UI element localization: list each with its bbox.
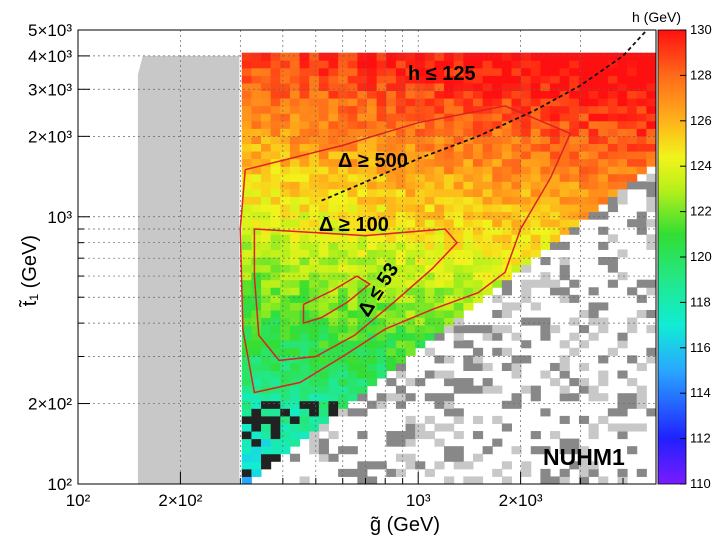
y-tick-label-5: 4×10³ — [28, 47, 72, 66]
colorbar-tick-5: 120 — [690, 249, 712, 264]
annotation-delta-ge-500: Δ ≥ 500 — [338, 150, 408, 172]
x-tick-label-3: 2×10³ — [499, 491, 543, 510]
colorbar-tick-6: 122 — [690, 204, 712, 219]
grey-region — [137, 55, 240, 484]
colorbar-tick-3: 116 — [690, 340, 711, 355]
contour-3 — [321, 30, 648, 202]
y-tick-label-0: 10² — [47, 475, 72, 494]
annotation-nuhm1: NUHM1 — [543, 444, 625, 470]
y-tick-label-1: 2×10² — [28, 395, 72, 414]
contour-1 — [253, 228, 459, 362]
y-tick-label-6: 5×10³ — [28, 21, 72, 40]
colorbar-label: h (GeV) — [632, 9, 681, 25]
x-tick-label-1: 2×10² — [158, 491, 202, 510]
heatmap-cells — [137, 52, 656, 484]
grid-lines — [78, 30, 656, 484]
contour-2 — [302, 275, 371, 325]
x-axis-title: g̃ (GeV) — [370, 514, 440, 536]
x-tick-label-0: 10² — [66, 491, 91, 510]
colorbar-tick-10: 130 — [690, 22, 712, 37]
contour-lines — [239, 30, 648, 394]
y-axis-title: t̃₁ (GeV) — [18, 235, 41, 308]
annotation-delta-ge-100: Δ ≥ 100 — [319, 214, 389, 236]
annotations: h ≤ 125 Δ ≥ 500 Δ ≥ 100 Δ ≤ 53 NUHM1 — [319, 63, 625, 470]
colorbar: h (GeV) 110 112 114 116 118 120 122 124 126 128 13… — [632, 9, 712, 491]
colorbar-tick-7: 124 — [690, 158, 712, 173]
colorbar-tick-8: 126 — [690, 113, 712, 128]
axes: 10² 2×10² 10³ 2×10³ 10² 2×10² 10³ 2×10³ 3×10³ 4×1… — [18, 21, 624, 536]
colorbar-tick-4: 118 — [690, 294, 711, 309]
y-tick-label-4: 3×10³ — [28, 80, 72, 99]
y-tick-label-3: 2×10³ — [28, 127, 72, 146]
colorbar-tick-1: 112 — [690, 431, 711, 446]
contour-0 — [239, 105, 572, 394]
plot-area: 10² 2×10² 10³ 2×10³ 10² 2×10² 10³ 2×10³ 3×10³ 4×1… — [18, 21, 657, 536]
colorbar-tick-9: 128 — [690, 67, 712, 82]
colorbar-tick-0: 110 — [690, 476, 711, 491]
plot-frame — [77, 29, 657, 485]
colorbar-ticks: 110 112 114 116 118 120 122 124 126 128 130 — [680, 22, 712, 491]
annotation-h-le-125: h ≤ 125 — [408, 63, 476, 85]
y-tick-label-2: 10³ — [47, 208, 72, 227]
colorbar-tick-2: 114 — [690, 385, 711, 400]
x-tick-label-2: 10³ — [406, 491, 431, 510]
